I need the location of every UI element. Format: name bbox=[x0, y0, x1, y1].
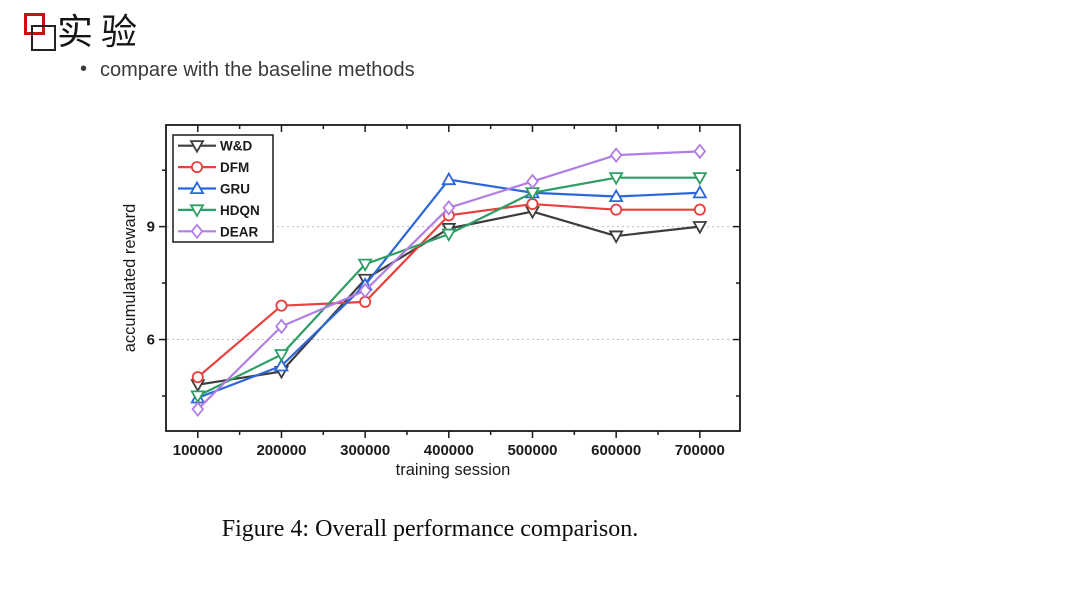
series-marker-DEAR bbox=[275, 318, 288, 335]
series-marker-DEAR bbox=[609, 147, 623, 163]
legend-marker-GRU bbox=[189, 180, 205, 194]
series-marker-W&D bbox=[608, 230, 624, 244]
series-marker-DEAR bbox=[191, 401, 205, 417]
series-marker-DEAR bbox=[693, 143, 707, 160]
legend-label-HDQN: HDQN bbox=[220, 203, 260, 218]
page-title: 实验 bbox=[57, 11, 146, 52]
series-marker-GRU bbox=[608, 188, 624, 203]
series-marker-HDQN bbox=[190, 390, 206, 404]
figure-caption: Figure 4: Overall performance comparison… bbox=[221, 516, 639, 542]
overlapping-squares-icon bbox=[24, 13, 60, 55]
x-axis-title: training session bbox=[396, 461, 511, 479]
x-tick-label: 400000 bbox=[424, 442, 474, 459]
series-marker-DEAR bbox=[442, 199, 456, 216]
x-tick-label: 600000 bbox=[591, 442, 641, 459]
legend-label-W&D: W&D bbox=[220, 139, 252, 154]
plot-frame bbox=[165, 124, 741, 432]
series-marker-GRU bbox=[441, 171, 457, 186]
series-marker-HDQN bbox=[692, 172, 708, 186]
bullet-text: compare with the baseline methods bbox=[100, 59, 415, 81]
series-marker-DEAR bbox=[358, 282, 372, 299]
legend-marker-DEAR bbox=[190, 223, 204, 240]
x-tick-label: 200000 bbox=[256, 442, 306, 459]
series-marker-W&D bbox=[692, 221, 708, 235]
series-marker-GRU bbox=[692, 184, 708, 199]
series-marker-DFM bbox=[191, 371, 204, 384]
y-tick-label: 6 bbox=[147, 332, 155, 349]
x-tick-label: 700000 bbox=[675, 442, 725, 459]
bullet-dot: • bbox=[80, 58, 88, 80]
series-marker-DEAR bbox=[526, 173, 539, 190]
series-marker-HDQN bbox=[273, 349, 290, 363]
y-tick-label: 9 bbox=[147, 219, 155, 236]
bullet-item: • compare with the baseline methods bbox=[80, 58, 415, 82]
legend-marker-DFM bbox=[191, 161, 204, 174]
series-marker-HDQN bbox=[357, 258, 373, 273]
series-marker-HDQN bbox=[608, 172, 624, 186]
series-marker-DFM bbox=[693, 203, 706, 216]
y-axis-title: accumulated reward bbox=[121, 204, 139, 353]
series-marker-DFM bbox=[610, 203, 623, 216]
series-marker-HDQN bbox=[441, 228, 457, 242]
series-marker-DFM bbox=[275, 299, 288, 312]
legend-marker-HDQN bbox=[189, 204, 205, 218]
black-square-icon bbox=[31, 25, 56, 51]
legend-label-DEAR: DEAR bbox=[220, 224, 259, 239]
red-square-icon bbox=[24, 13, 45, 35]
x-tick-label: 500000 bbox=[507, 442, 557, 459]
series-marker-GRU bbox=[273, 358, 290, 372]
x-tick-label: 300000 bbox=[340, 442, 390, 459]
legend-label-GRU: GRU bbox=[220, 182, 250, 197]
x-tick-label: 100000 bbox=[173, 442, 223, 459]
legend-marker-W&D bbox=[189, 140, 205, 154]
performance-chart: 100000 200000 300000 400000 500000 600000 7000… bbox=[121, 124, 741, 479]
legend-label-DFM: DFM bbox=[220, 160, 249, 175]
